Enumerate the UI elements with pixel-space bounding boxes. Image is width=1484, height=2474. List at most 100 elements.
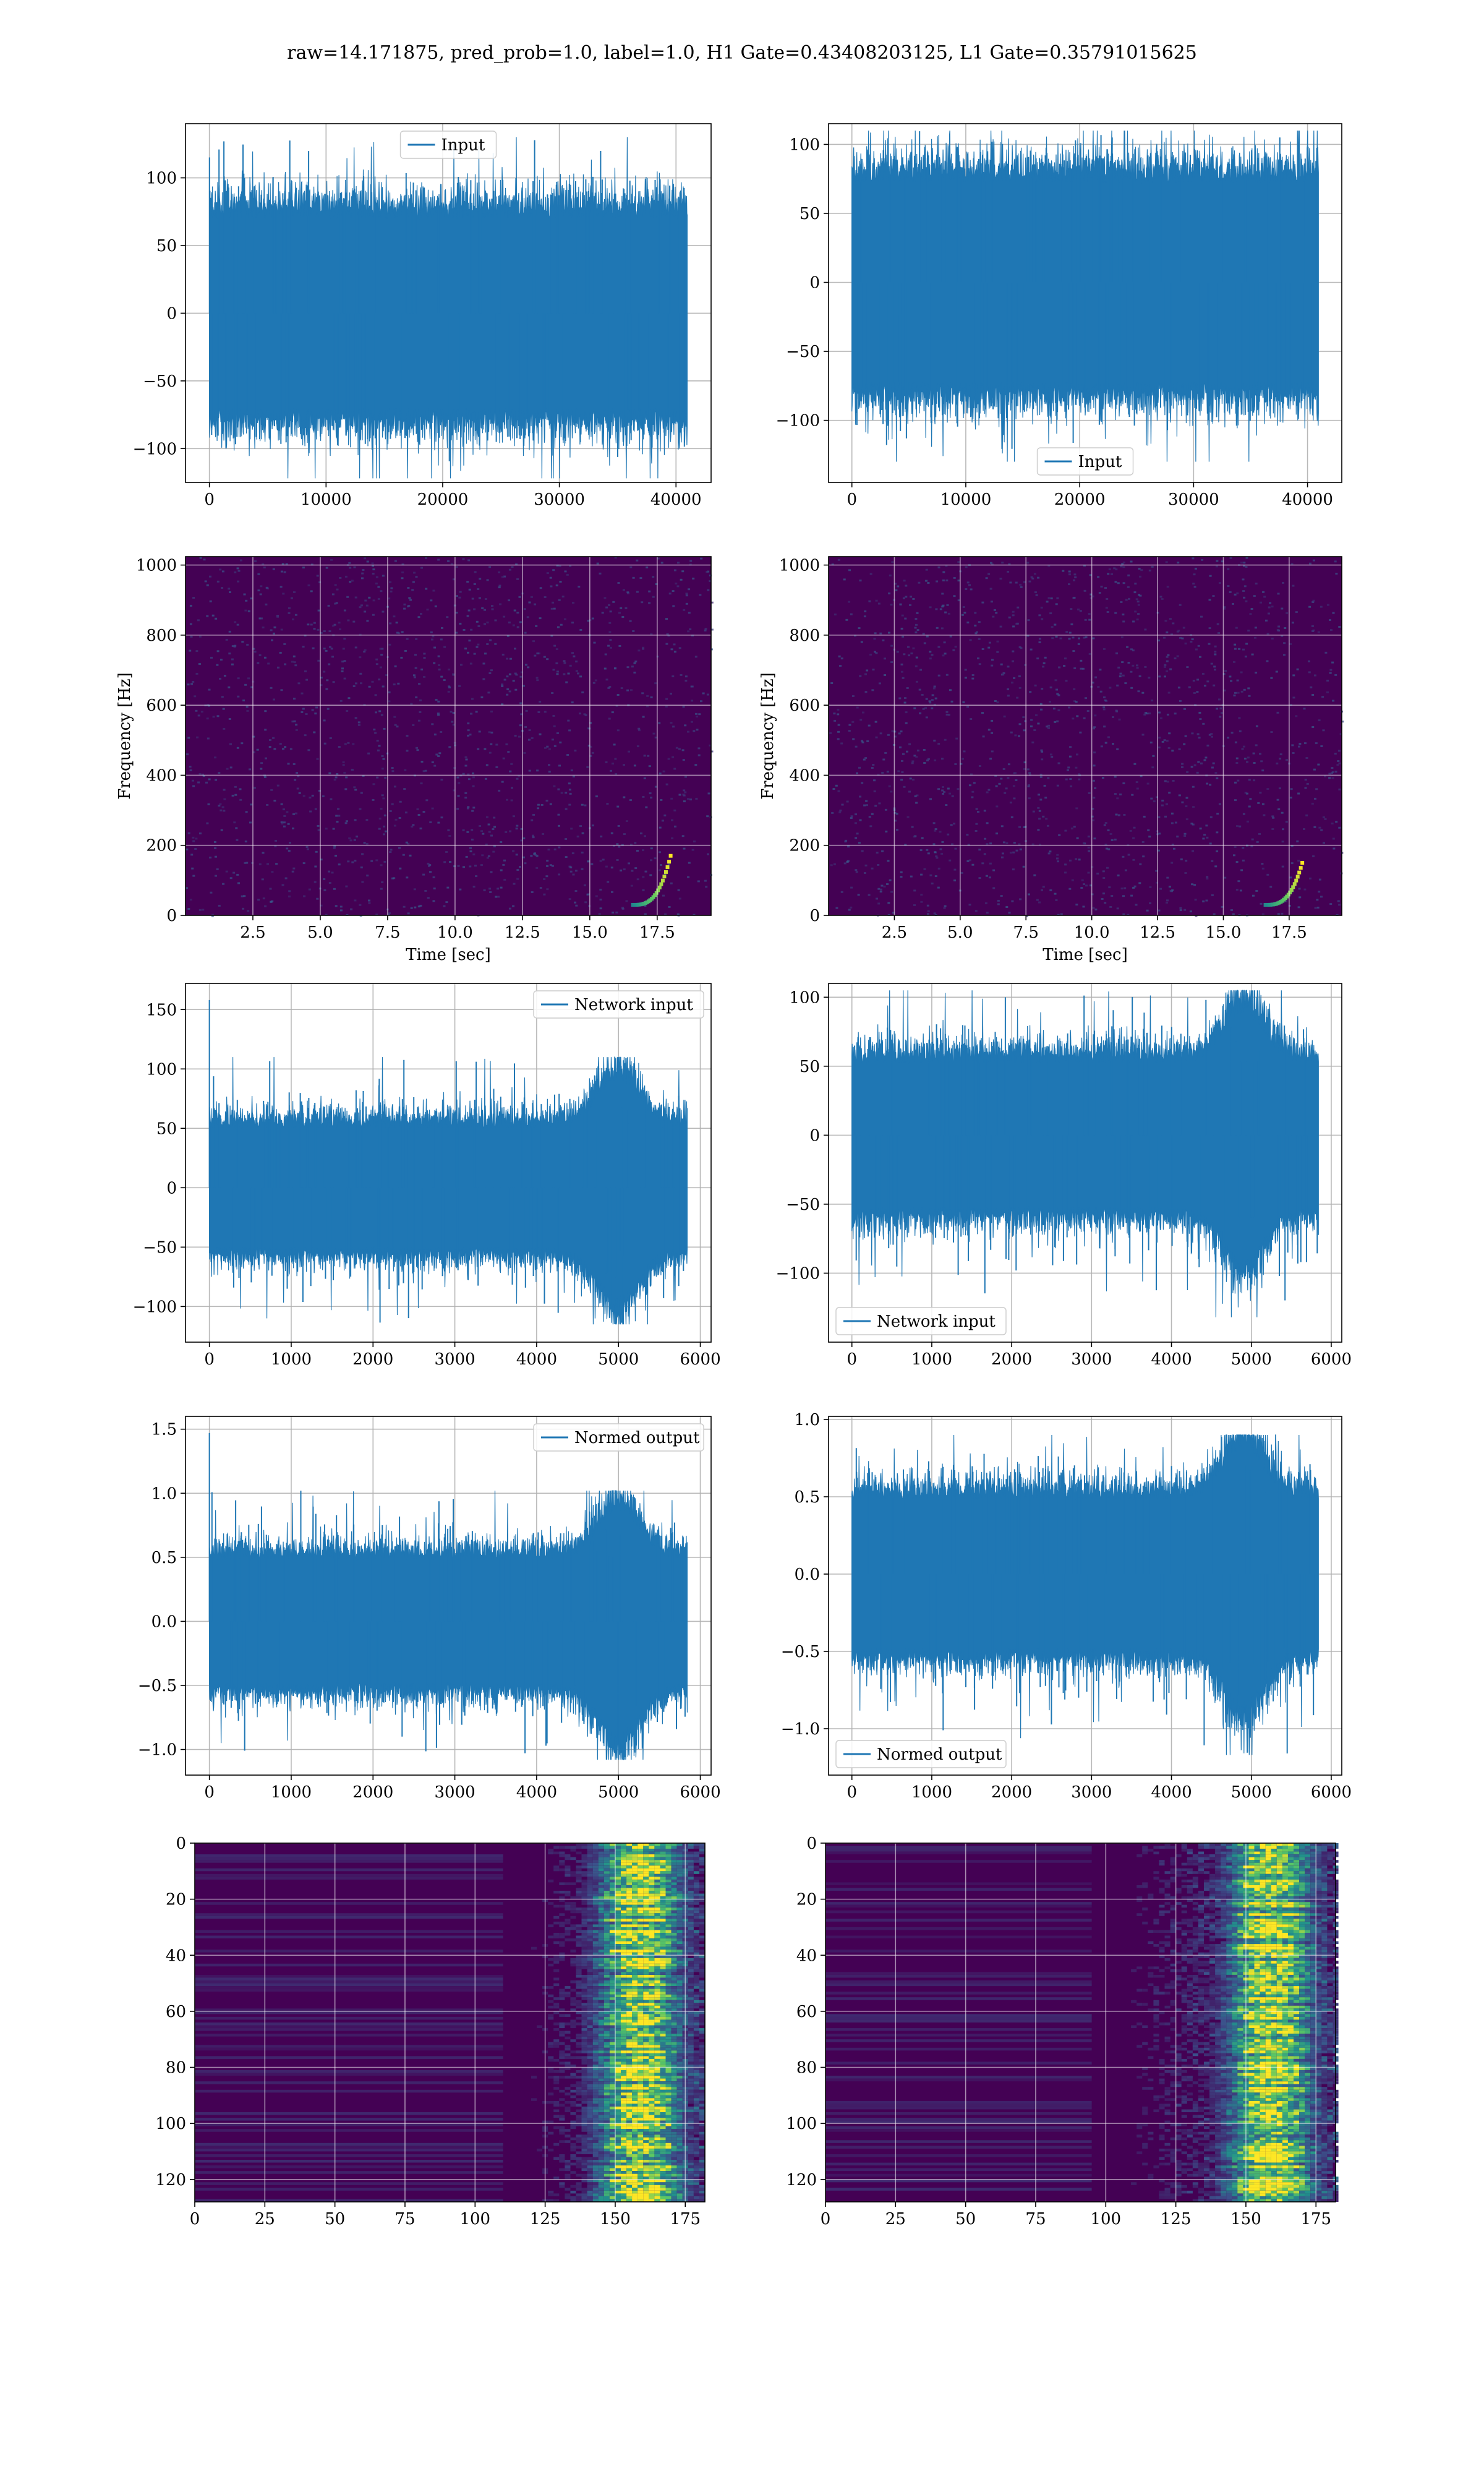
- heatmap-cell: [1069, 755, 1072, 758]
- heatmap-cell: [1103, 824, 1106, 826]
- heatmap-cell: [587, 1972, 593, 1975]
- heatmap-cell: [693, 841, 696, 842]
- heatmap-cell: [262, 627, 265, 628]
- heatmap-cell: [665, 1935, 672, 1939]
- heatmap-cell: [603, 1955, 610, 1958]
- heatmap-cell: [1223, 607, 1226, 610]
- x-tick-label: 15.0: [572, 923, 608, 942]
- heatmap-cell: [973, 782, 976, 784]
- heatmap-cell: [837, 559, 840, 561]
- heatmap-cell: [587, 1958, 593, 1961]
- heatmap-cell: [691, 700, 694, 702]
- heatmap-cell: [1090, 597, 1093, 599]
- heatmap-cell: [1159, 888, 1162, 890]
- heatmap-cell: [518, 735, 521, 738]
- heatmap-cell: [1245, 643, 1248, 645]
- heatmap-cell: [1106, 611, 1109, 613]
- heatmap-cell: [621, 1958, 627, 1961]
- heatmap-cell: [323, 719, 326, 722]
- heatmap-cell: [649, 1963, 655, 1967]
- heatmap-cell: [693, 2005, 699, 2009]
- heatmap-cell: [284, 746, 287, 748]
- heatmap-cell: [510, 799, 513, 802]
- heatmap-cell: [649, 1955, 655, 1958]
- heatmap-cell: [359, 904, 362, 906]
- heatmap-cell: [874, 721, 877, 723]
- heatmap-cell: [933, 912, 936, 915]
- heatmap-cell: [632, 1854, 638, 1857]
- heatmap-cell: [268, 739, 271, 741]
- heatmap-cell: [592, 1857, 599, 1860]
- heatmap-cell: [553, 607, 556, 610]
- heatmap-cell: [693, 1950, 699, 1953]
- heatmap-cell: [284, 877, 288, 880]
- heatmap-cell: [587, 1882, 593, 1885]
- heatmap-cell: [643, 1963, 649, 1967]
- heatmap-cell: [994, 775, 997, 777]
- heatmap-cell: [971, 674, 974, 676]
- heatmap-cell: [1093, 837, 1096, 840]
- heatmap-cell: [632, 1983, 638, 1987]
- heatmap-cell: [603, 1944, 610, 1947]
- heatmap-cell: [615, 1921, 621, 1925]
- heatmap-cell: [632, 1913, 638, 1916]
- heatmap-cell: [837, 713, 840, 716]
- heatmap-cell: [565, 1927, 571, 1930]
- heatmap-cell: [688, 1877, 694, 1880]
- heatmap-cell: [843, 862, 846, 865]
- heatmap-cell: [649, 1969, 655, 1972]
- heatmap-cell: [1012, 610, 1015, 613]
- heatmap-cell: [282, 808, 285, 811]
- heatmap-cell: [407, 842, 410, 845]
- heatmap-cell: [345, 776, 348, 779]
- heatmap-cell: [688, 2042, 694, 2045]
- heatmap-cell: [615, 2025, 621, 2029]
- heatmap-cell: [427, 897, 430, 899]
- heatmap-cell: [621, 2022, 627, 2026]
- heatmap-cell: [632, 576, 635, 579]
- heatmap-cell: [626, 1963, 633, 1967]
- heatmap-cell: [559, 2014, 565, 2017]
- heatmap-cell: [443, 679, 446, 682]
- heatmap-cell: [484, 653, 487, 655]
- heatmap-cell: [858, 766, 861, 769]
- heatmap-cell: [1276, 798, 1279, 801]
- heatmap-cell: [873, 779, 876, 782]
- heatmap-cell: [581, 1885, 587, 1888]
- heatmap-cell: [609, 1857, 615, 1860]
- heatmap-cell: [339, 700, 343, 702]
- heatmap-cell: [388, 912, 391, 915]
- heatmap-cell: [1234, 691, 1237, 694]
- heatmap-cell: [638, 1910, 644, 1914]
- heatmap-cell: [307, 584, 310, 586]
- heatmap-cell: [431, 723, 434, 726]
- heatmap-cell: [609, 1879, 615, 1883]
- heatmap-cell: [991, 659, 994, 661]
- heatmap-cell: [859, 819, 862, 821]
- heatmap-cell: [693, 1955, 699, 1958]
- heatmap-cell: [693, 1938, 699, 1941]
- heatmap-cell: [197, 781, 200, 784]
- heatmap-cell: [994, 700, 997, 702]
- chirp-cell: [667, 860, 672, 864]
- heatmap-cell: [522, 685, 525, 687]
- heatmap-cell: [200, 711, 203, 713]
- heatmap-cell: [1263, 814, 1266, 816]
- plot-frame: [828, 556, 1342, 916]
- heatmap-cell: [587, 1941, 593, 1945]
- heatmap-cell: [916, 794, 919, 797]
- heatmap-cell: [665, 1946, 672, 1950]
- heatmap-cell: [1245, 792, 1248, 795]
- heatmap-cell: [592, 1930, 599, 1933]
- heatmap-cell: [1214, 653, 1217, 656]
- heatmap-cell: [966, 860, 970, 862]
- heatmap-cell: [977, 811, 979, 813]
- heatmap-cell: [570, 1988, 576, 1992]
- heatmap-cell: [924, 707, 927, 709]
- heatmap-cell: [876, 897, 878, 900]
- heatmap-cell: [570, 2039, 576, 2042]
- heatmap-cell: [1139, 575, 1141, 578]
- heatmap-cell: [643, 1904, 649, 1908]
- heatmap-cell: [665, 1969, 672, 1972]
- heatmap-cell: [570, 828, 573, 830]
